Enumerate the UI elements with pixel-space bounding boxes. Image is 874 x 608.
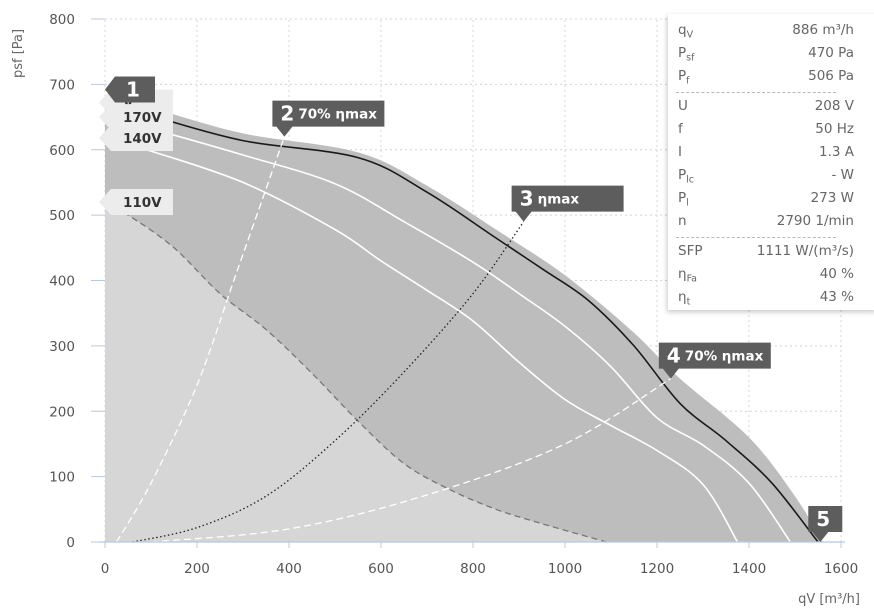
parameter-symbol: Psf xyxy=(678,45,695,64)
operating-point-panel: qV 886 m³/h Psf 470 Pa Pf 506 Pa U 208 V f 50 Hz I… xyxy=(668,14,874,310)
series-line-4 xyxy=(115,136,286,543)
marker-number: 2 xyxy=(280,102,294,126)
voltage-tag-label: V xyxy=(123,96,134,112)
y-tick-label: 700 xyxy=(49,77,75,93)
parameter-value: 506 Pa xyxy=(808,68,854,84)
voltage-tag-label: 170V xyxy=(123,110,162,126)
marker-box xyxy=(808,506,843,542)
y-tick-label: 100 xyxy=(49,470,75,486)
marker-number: 3 xyxy=(520,187,534,211)
y-axis-label: psf [Pa] xyxy=(11,29,26,78)
series-line-1 xyxy=(104,116,792,543)
parameter-value: 1.3 A xyxy=(819,144,854,160)
parameter-symbol: I xyxy=(678,144,682,160)
x-axis-label: qV [m³/h] xyxy=(798,592,860,607)
marker-number: 5 xyxy=(816,507,830,531)
x-tick-label: 200 xyxy=(184,561,210,577)
y-tick-label: 0 xyxy=(66,535,75,551)
parameter-value: 886 m³/h xyxy=(792,22,854,38)
parameter-value: 273 W xyxy=(810,190,854,206)
parameter-value: 1111 W/(m³/s) xyxy=(756,243,854,259)
x-tick-label: 600 xyxy=(368,561,394,577)
x-tick-label: 1600 xyxy=(824,561,858,577)
low-voltage-area xyxy=(105,205,607,543)
voltage-tag-bg xyxy=(99,189,173,216)
x-tick-label: 0 xyxy=(101,561,110,577)
marker-text: 70% ηmax xyxy=(685,349,764,365)
parameter-symbol: ηt xyxy=(678,289,691,308)
series-line-3 xyxy=(104,204,607,543)
parameter-symbol: ηFa xyxy=(678,266,697,285)
parameter-symbol: f xyxy=(678,121,683,137)
series-line-5 xyxy=(132,221,525,543)
x-tick-label: 1200 xyxy=(640,561,674,577)
y-tick-label: 500 xyxy=(49,208,75,224)
y-tick-label: 200 xyxy=(49,404,75,420)
parameter-value: 50 Hz xyxy=(815,121,854,137)
parameter-symbol: SFP xyxy=(678,243,703,259)
y-tick-label: 800 xyxy=(49,12,75,28)
parameter-symbol: U xyxy=(678,98,688,114)
parameter-value: 2790 1/min xyxy=(776,213,854,229)
parameter-symbol: qV xyxy=(678,22,694,41)
marker-text: ηmax xyxy=(538,192,580,208)
marker-box xyxy=(272,100,385,137)
parameter-symbol: Plc xyxy=(678,167,695,186)
voltage-tag-bg xyxy=(99,124,173,151)
marker-box xyxy=(105,76,155,103)
marker-number: 4 xyxy=(667,344,681,368)
voltage-tag-label: 140V xyxy=(123,131,162,147)
series-line-2 xyxy=(104,137,739,543)
panel-separator xyxy=(676,92,836,93)
x-tick-label: 800 xyxy=(460,561,486,577)
voltage-tag-bg xyxy=(99,104,173,131)
curve-lines xyxy=(104,103,819,543)
y-tick-label: 600 xyxy=(49,143,75,159)
y-tick-label: 300 xyxy=(49,339,75,355)
parameter-symbol: n xyxy=(678,213,687,229)
marker-text: 70% ηmax xyxy=(298,107,377,123)
parameter-symbol: Pl xyxy=(678,190,689,209)
panel-separator xyxy=(676,237,836,238)
parameter-value: 43 % xyxy=(819,289,854,305)
marker-number: 1 xyxy=(126,77,140,101)
x-tick-label: 400 xyxy=(276,561,302,577)
series-line-0 xyxy=(104,103,819,543)
marker-box xyxy=(658,342,771,379)
fan-operating-areas xyxy=(105,97,823,543)
series-line-6 xyxy=(150,378,672,543)
parameter-value: 470 Pa xyxy=(808,45,854,61)
axes: 0 200 400 600 800 1000 1200 1400 160001002003004… xyxy=(49,12,858,577)
voltage-tag-label: 110V xyxy=(123,195,162,211)
y-tick-label: 400 xyxy=(49,274,75,290)
marker-box xyxy=(511,185,624,222)
x-tick-label: 1400 xyxy=(732,561,766,577)
parameter-value: - W xyxy=(831,167,854,183)
parameter-symbol: Pf xyxy=(678,68,690,87)
x-tick-label: 1000 xyxy=(548,561,582,577)
parameter-value: 208 V xyxy=(814,98,854,114)
parameter-value: 40 % xyxy=(819,266,854,282)
